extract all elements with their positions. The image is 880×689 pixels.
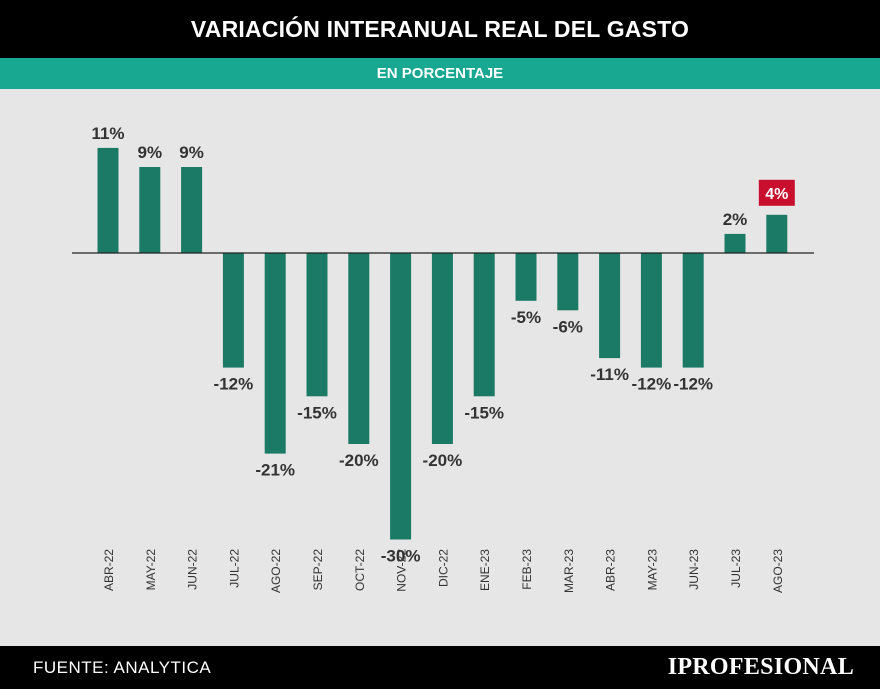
- tick-label-nov-22: NOV-22: [395, 549, 409, 592]
- data-label-sep-22: -15%: [297, 403, 337, 422]
- bar-sep-22: [306, 253, 328, 397]
- data-label-may-23: -12%: [632, 375, 672, 394]
- bar-oct-22: [348, 253, 370, 444]
- tick-label-abr-23: ABR-23: [604, 549, 618, 591]
- bar-ene-23: [473, 253, 495, 397]
- bar-ago-23: [766, 214, 788, 253]
- data-label-jul-22: -12%: [214, 375, 254, 394]
- tick-label-jul-23: JUL-23: [729, 549, 743, 588]
- bar-abr-23: [599, 253, 621, 359]
- data-label-oct-22: -20%: [339, 451, 379, 470]
- tick-label-ago-23: AGO-23: [771, 549, 785, 593]
- chart-subtitle: EN PORCENTAJE: [0, 58, 880, 89]
- tick-label-feb-23: FEB-23: [520, 549, 534, 590]
- footer: FUENTE: ANALYTICA IPROFESIONAL: [0, 646, 880, 689]
- tick-label-may-23: MAY-23: [645, 549, 659, 591]
- bar-feb-23: [515, 253, 537, 301]
- tick-label-may-22: MAY-22: [144, 549, 158, 591]
- data-label-dic-22: -20%: [423, 451, 463, 470]
- data-label-ene-23: -15%: [464, 403, 504, 422]
- source-note: FUENTE: ANALYTICA: [33, 657, 212, 677]
- tick-label-jun-22: JUN-22: [186, 549, 200, 590]
- bar-jul-23: [724, 233, 746, 253]
- chart-title: VARIACIÓN INTERANUAL REAL DEL GASTO: [0, 0, 880, 58]
- tick-label-sep-22: SEP-22: [311, 549, 325, 591]
- tick-label-dic-22: DIC-22: [436, 549, 450, 587]
- data-label-jun-23: -12%: [673, 375, 713, 394]
- tick-label-oct-22: OCT-22: [353, 549, 367, 591]
- tick-label-abr-22: ABR-22: [102, 549, 116, 591]
- data-label-feb-23: -5%: [511, 308, 541, 327]
- bar-may-23: [640, 253, 662, 368]
- tick-label-jun-23: JUN-23: [687, 549, 701, 590]
- data-label-abr-22: 11%: [91, 124, 124, 143]
- data-label-jul-23: 2%: [723, 210, 748, 229]
- tick-label-ene-23: ENE-23: [478, 549, 492, 591]
- bar-chart: 11% ABR-22 9% MAY-22 9% JUN-22 -12% JUL-22 -21% A…: [72, 124, 814, 593]
- data-label-ago-22: -21%: [255, 461, 295, 480]
- tick-label-jul-22: JUL-22: [227, 549, 241, 588]
- bar-abr-22: [97, 147, 119, 253]
- plot-area: 11% ABR-22 9% MAY-22 9% JUN-22 -12% JUL-22 -21% A…: [0, 89, 880, 646]
- data-label-nov-22: -30%: [381, 547, 421, 566]
- bar-jul-22: [222, 253, 244, 368]
- bar-nov-22: [390, 253, 412, 540]
- data-label-ago-23: 4%: [765, 186, 788, 203]
- bar-ago-22: [264, 253, 286, 454]
- bar-may-22: [139, 167, 161, 253]
- data-label-jun-22: 9%: [179, 143, 204, 162]
- bar-mar-23: [557, 253, 579, 311]
- data-label-mar-23: -6%: [553, 317, 583, 336]
- brand-logo: IPROFESIONAL: [667, 654, 854, 680]
- bar-dic-22: [431, 253, 453, 444]
- tick-label-ago-22: AGO-22: [269, 549, 283, 593]
- data-label-abr-23: -11%: [590, 365, 629, 384]
- data-label-may-22: 9%: [138, 143, 163, 162]
- bar-jun-22: [181, 167, 203, 253]
- tick-label-mar-23: MAR-23: [562, 549, 576, 593]
- highlight-label-bg: [758, 179, 795, 206]
- bar-jun-23: [682, 253, 704, 368]
